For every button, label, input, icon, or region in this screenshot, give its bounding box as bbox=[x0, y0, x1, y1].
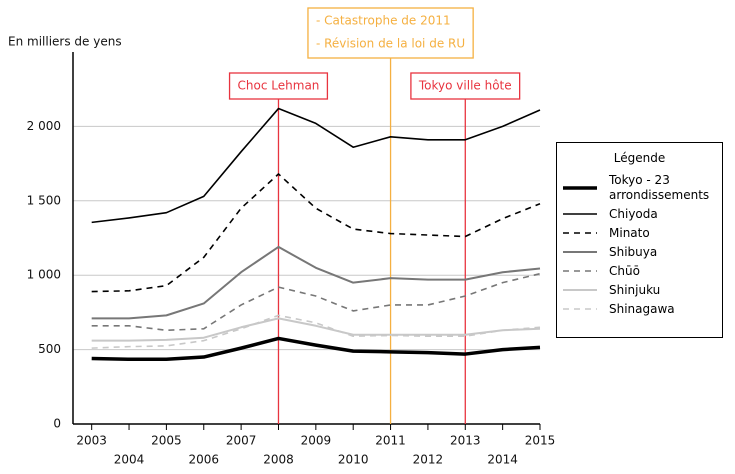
x-tick-label: 2008 bbox=[263, 453, 294, 467]
series-line bbox=[91, 272, 541, 332]
legend-entry: Shinjuku bbox=[557, 282, 722, 298]
y-tick-label: 0 bbox=[53, 417, 61, 431]
y-tick-label: 2 000 bbox=[27, 119, 61, 133]
series-line bbox=[91, 107, 541, 224]
legend-swatch bbox=[563, 270, 597, 272]
annotation-box bbox=[410, 72, 521, 100]
x-tick-label: 2009 bbox=[301, 434, 332, 448]
annotation-box bbox=[307, 7, 474, 59]
x-tick-label: 2005 bbox=[151, 434, 182, 448]
y-tick-label: 1 000 bbox=[27, 268, 61, 282]
series-line bbox=[91, 336, 541, 362]
x-tick-label: 2004 bbox=[114, 453, 145, 467]
legend-swatch bbox=[563, 232, 597, 234]
x-tick-label: 2003 bbox=[76, 434, 107, 448]
x-tick-label: 2012 bbox=[413, 453, 444, 467]
legend: Légende Tokyo - 23 arrondissements Chiyod… bbox=[556, 142, 723, 338]
series-line bbox=[91, 245, 541, 320]
legend-label: Shinjuku bbox=[609, 282, 661, 297]
y-tick-label: 500 bbox=[38, 342, 61, 356]
legend-entry: Shinagawa bbox=[557, 301, 722, 317]
legend-swatch bbox=[563, 308, 597, 310]
annotation-text: Choc Lehman bbox=[238, 79, 320, 93]
legend-swatch bbox=[563, 213, 597, 215]
legend-swatch bbox=[563, 251, 597, 253]
legend-label: Chūō bbox=[609, 263, 640, 278]
legend-entry: Chūō bbox=[557, 263, 722, 279]
legend-label: Tokyo - 23 arrondissements bbox=[609, 173, 710, 202]
legend-title: Légende bbox=[613, 151, 666, 165]
x-tick-label: 2014 bbox=[487, 453, 518, 467]
x-tick-label: 2007 bbox=[226, 434, 257, 448]
legend-swatch bbox=[563, 186, 597, 190]
series-line bbox=[91, 314, 541, 349]
legend-swatch bbox=[563, 289, 597, 291]
legend-entry: Shibuya bbox=[557, 244, 722, 260]
x-tick-label: 2006 bbox=[188, 453, 219, 467]
series-line bbox=[91, 317, 541, 342]
annotation-text: - Révision de la loi de RU bbox=[316, 37, 465, 51]
legend-entry: Tokyo - 23 arrondissements bbox=[557, 173, 722, 203]
legend-label: Chiyoda bbox=[609, 206, 658, 221]
x-tick-label: 2013 bbox=[450, 434, 481, 448]
legend-entry: Chiyoda bbox=[557, 206, 722, 222]
legend-label: Shibuya bbox=[609, 244, 658, 259]
x-tick-label: 2010 bbox=[338, 453, 369, 467]
series-line bbox=[91, 173, 541, 293]
annotation-text: Tokyo ville hôte bbox=[418, 79, 512, 93]
legend-label: Shinagawa bbox=[609, 301, 675, 316]
x-tick-label: 2015 bbox=[525, 434, 556, 448]
legend-label: Minato bbox=[609, 225, 650, 240]
annotation-box bbox=[228, 72, 329, 100]
y-axis-label: En milliers de yens bbox=[8, 35, 122, 49]
x-tick-label: 2011 bbox=[375, 434, 406, 448]
annotation-text: - Catastrophe de 2011 bbox=[316, 14, 451, 28]
legend-entry: Minato bbox=[557, 225, 722, 241]
y-tick-label: 1 500 bbox=[27, 193, 61, 207]
